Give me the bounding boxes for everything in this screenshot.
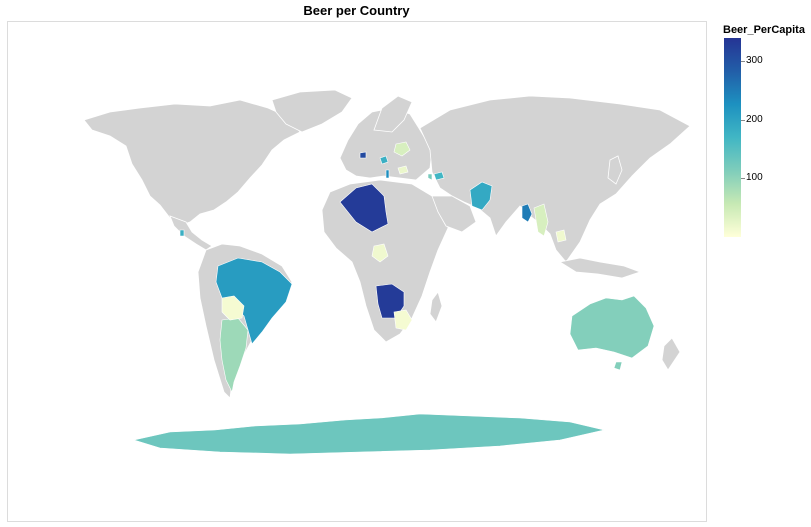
arabia-shape [431, 195, 477, 233]
asia-shape [419, 95, 691, 263]
greenland-shape [271, 89, 353, 133]
no-data-land [83, 89, 691, 399]
indonesia-shape [558, 257, 642, 279]
region-albania [385, 169, 390, 179]
legend-color-bar [724, 38, 741, 237]
region-bangladesh [521, 203, 533, 223]
legend-title: Beer_PerCapita [723, 24, 805, 36]
region-armenia [427, 173, 433, 181]
map-frame [7, 21, 707, 522]
region-belarus [393, 141, 411, 157]
region-burma [533, 203, 549, 237]
region-azerbaijan [433, 171, 445, 181]
scandinavia-shape [373, 95, 413, 133]
region-antarctica [132, 413, 605, 455]
chart-title: Beer per Country [303, 3, 410, 18]
legend-tick-mark [741, 61, 745, 63]
japan-shape [607, 155, 623, 185]
new-zealand-shape [661, 337, 681, 371]
region-bosnia [379, 155, 389, 165]
region-burkina-faso [371, 243, 389, 263]
africa-shape [321, 179, 449, 343]
north-america-shape [83, 99, 301, 227]
region-belize [179, 229, 185, 237]
region-australia [569, 295, 655, 359]
region-bulgaria [397, 165, 409, 175]
choropleth-regions [132, 141, 655, 455]
region-bolivia [221, 295, 245, 321]
legend-tick-label: 300 [746, 55, 763, 67]
region-algeria [339, 183, 389, 233]
legend-tick-mark [741, 178, 745, 180]
central-america-shape [169, 215, 213, 251]
region-botswana [393, 309, 413, 331]
madagascar-shape [429, 291, 443, 323]
region-argentina [219, 317, 249, 393]
legend-tick-label: 200 [746, 113, 763, 125]
region-afghanistan [469, 181, 493, 211]
legend-tick-label: 100 [746, 172, 763, 184]
region-cambodia [555, 229, 567, 243]
region-belgium [359, 151, 367, 159]
legend-tick-mark [741, 119, 745, 121]
region-tasmania [613, 361, 623, 371]
